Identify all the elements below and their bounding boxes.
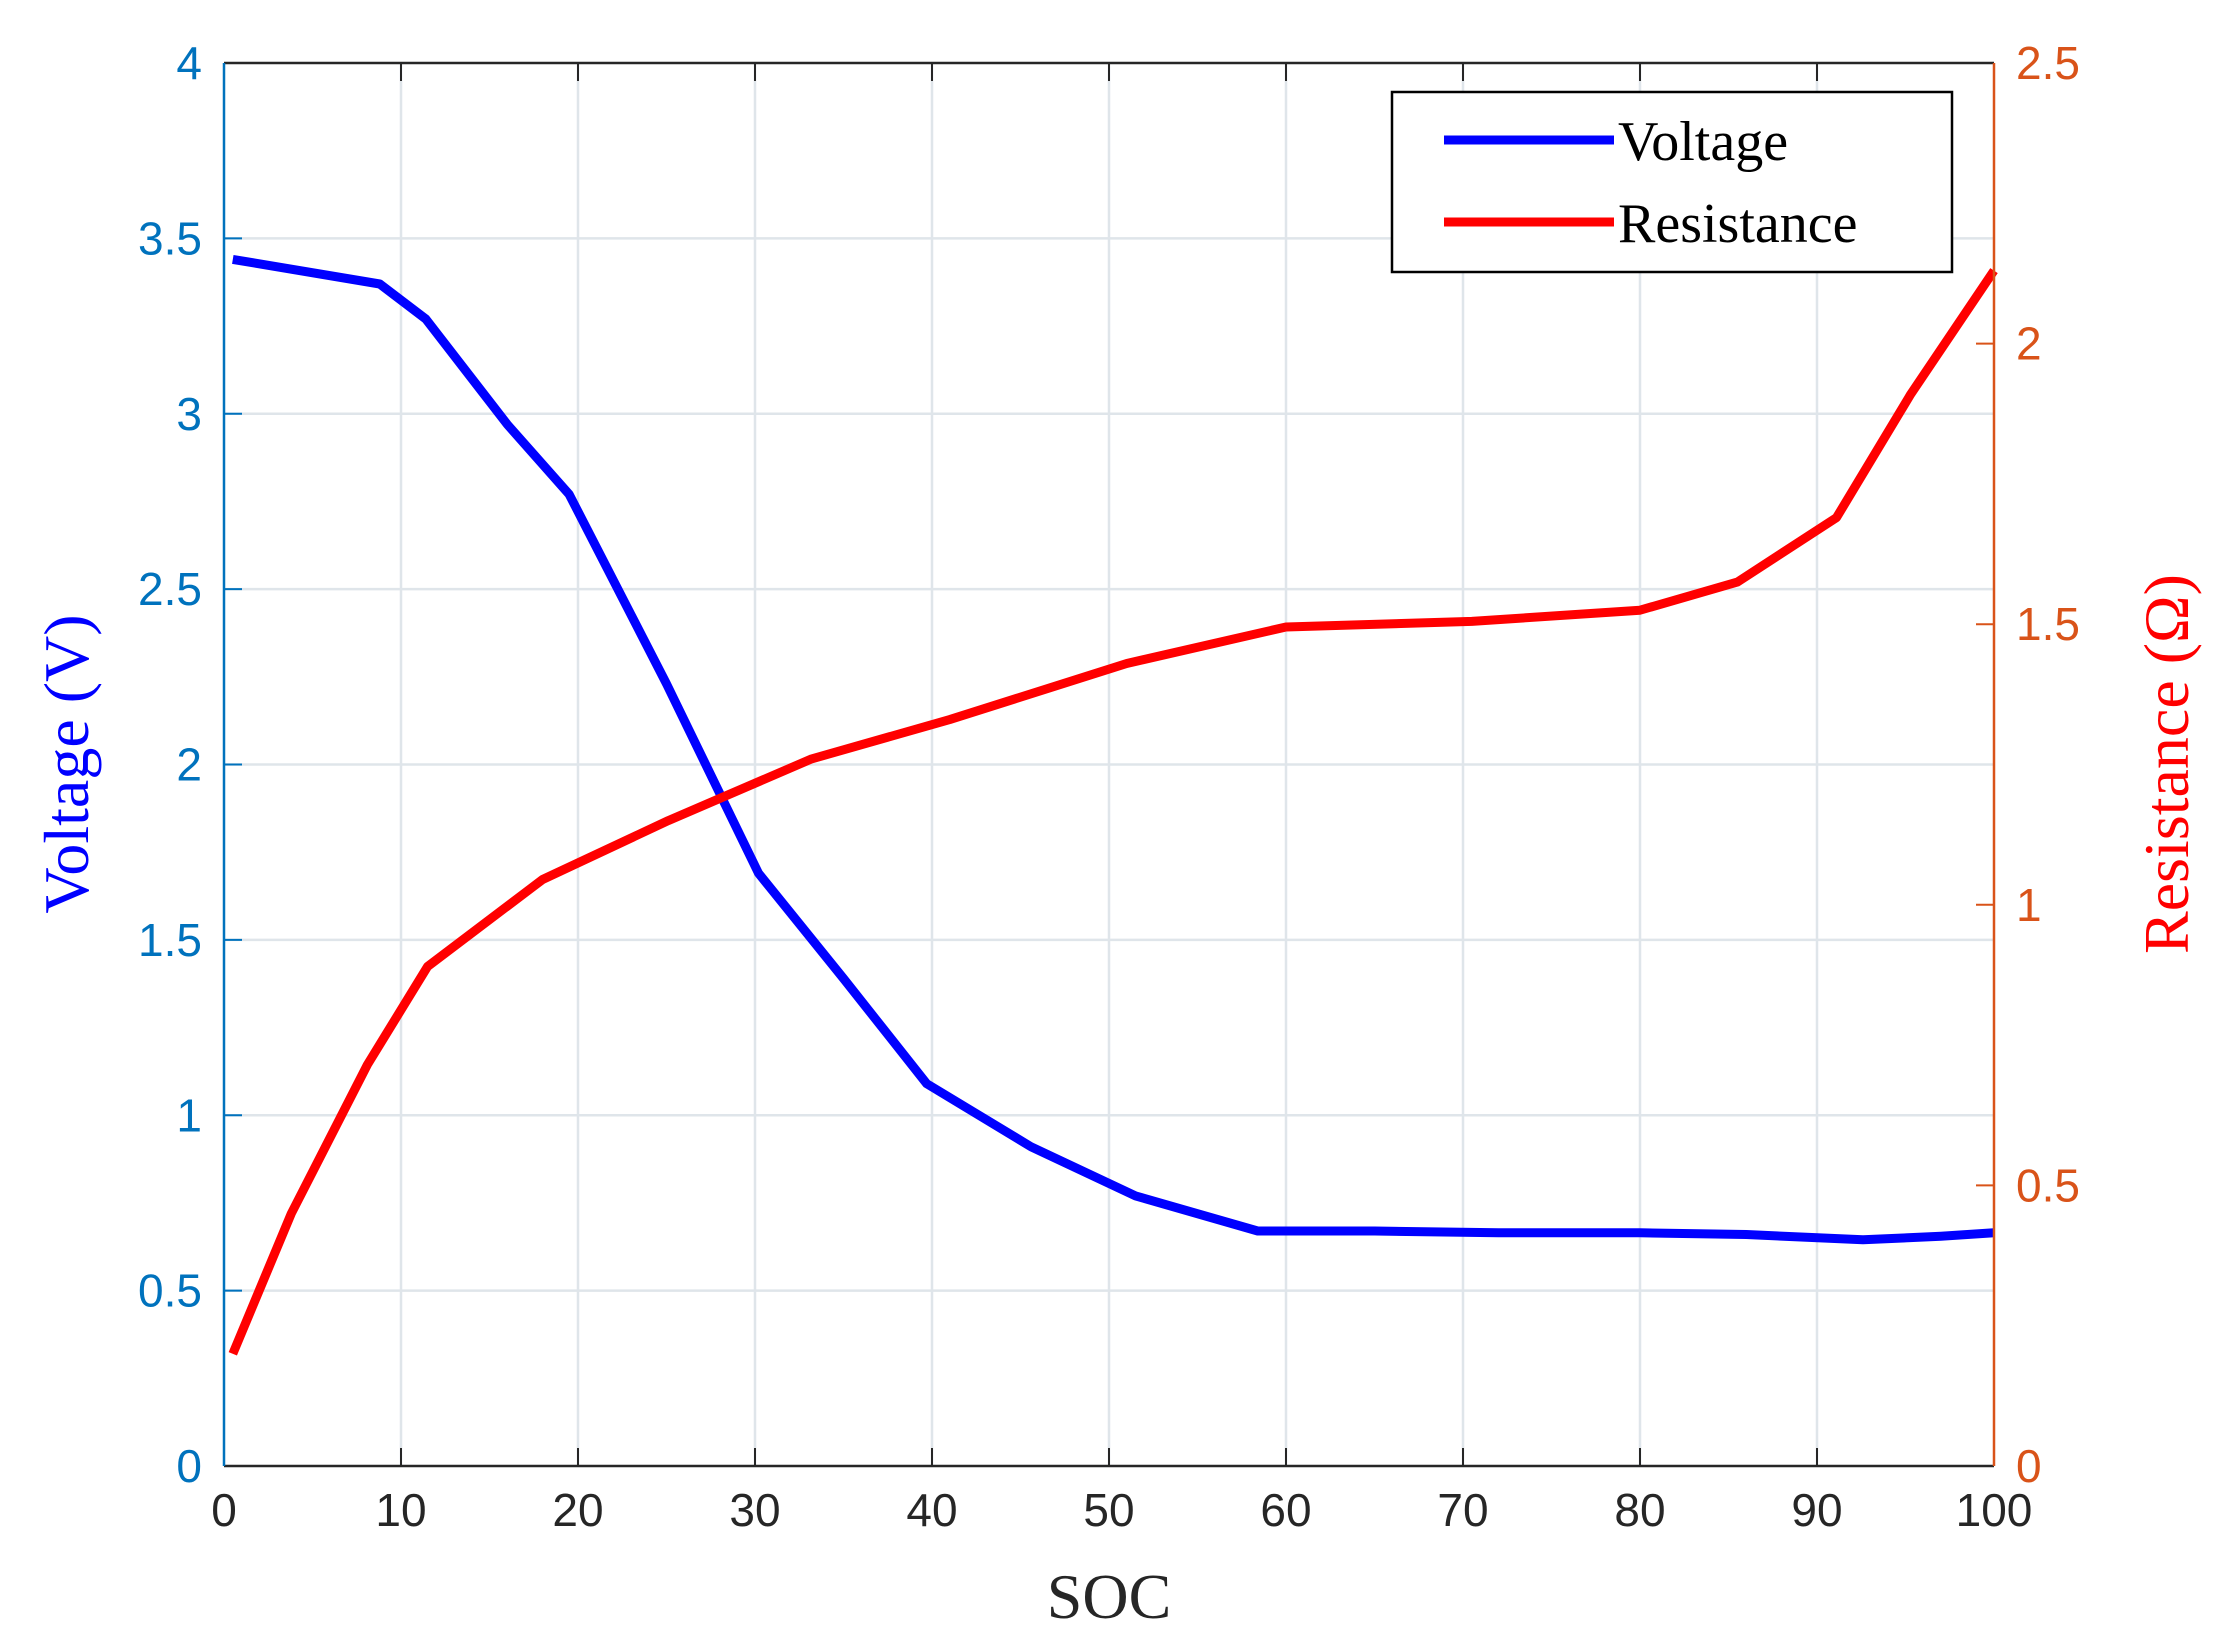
right-y-tick-label: 2.5 [2016,37,2080,89]
right-y-tick-label: 1 [2016,879,2042,931]
left-y-tick-label: 1 [176,1089,202,1141]
x-tick-label: 60 [1260,1484,1311,1536]
x-tick-label: 50 [1083,1484,1134,1536]
grid [224,63,1994,1466]
axes [222,61,1996,1468]
left-y-tick-label: 4 [176,37,202,89]
legend-voltage-label: Voltage [1618,111,1788,173]
legend-resistance-label: Resistance [1618,193,1857,255]
right-y-tick-label: 0 [2016,1440,2042,1492]
left-y-tick-label: 3 [176,388,202,440]
x-tick-label: 40 [906,1484,957,1536]
x-axis-label: SOC [1047,1561,1172,1632]
x-tick-label: 70 [1437,1484,1488,1536]
resistance-series-line [228,268,1998,1356]
right-y-tick-label: 2 [2016,318,2042,370]
series-layer [228,254,1998,1356]
x-tick-label: 30 [729,1484,780,1536]
right-y-axis-label: Resistance (Ω) [2131,574,2202,954]
left-y-tick-label: 1.5 [138,914,202,966]
x-tick-label: 90 [1791,1484,1842,1536]
left-y-tick-label: 2.5 [138,563,202,615]
legend-box [1390,90,1954,274]
x-tick-label: 0 [211,1484,237,1536]
tick-labels: 0 10 20 30 40 50 60 70 80 90 10000.511.522.533.540… [138,37,2080,1536]
left-y-tick-label: 0.5 [138,1265,202,1317]
left-y-tick-label: 3.5 [138,212,202,264]
right-y-tick-label: 1.5 [2016,598,2080,650]
legend: Voltage Resistance [1390,90,1954,274]
left-y-axis-label: Voltage (V) [31,614,102,913]
left-y-tick-label: 2 [176,739,202,791]
right-y-tick-label: 0.5 [2016,1159,2080,1211]
x-tick-label: 100 [1956,1484,2033,1536]
voltage-series-line [232,254,1995,1245]
x-tick-label: 80 [1614,1484,1665,1536]
left-y-tick-label: 0 [176,1440,202,1492]
x-tick-label: 20 [552,1484,603,1536]
x-tick-label: 10 [375,1484,426,1536]
